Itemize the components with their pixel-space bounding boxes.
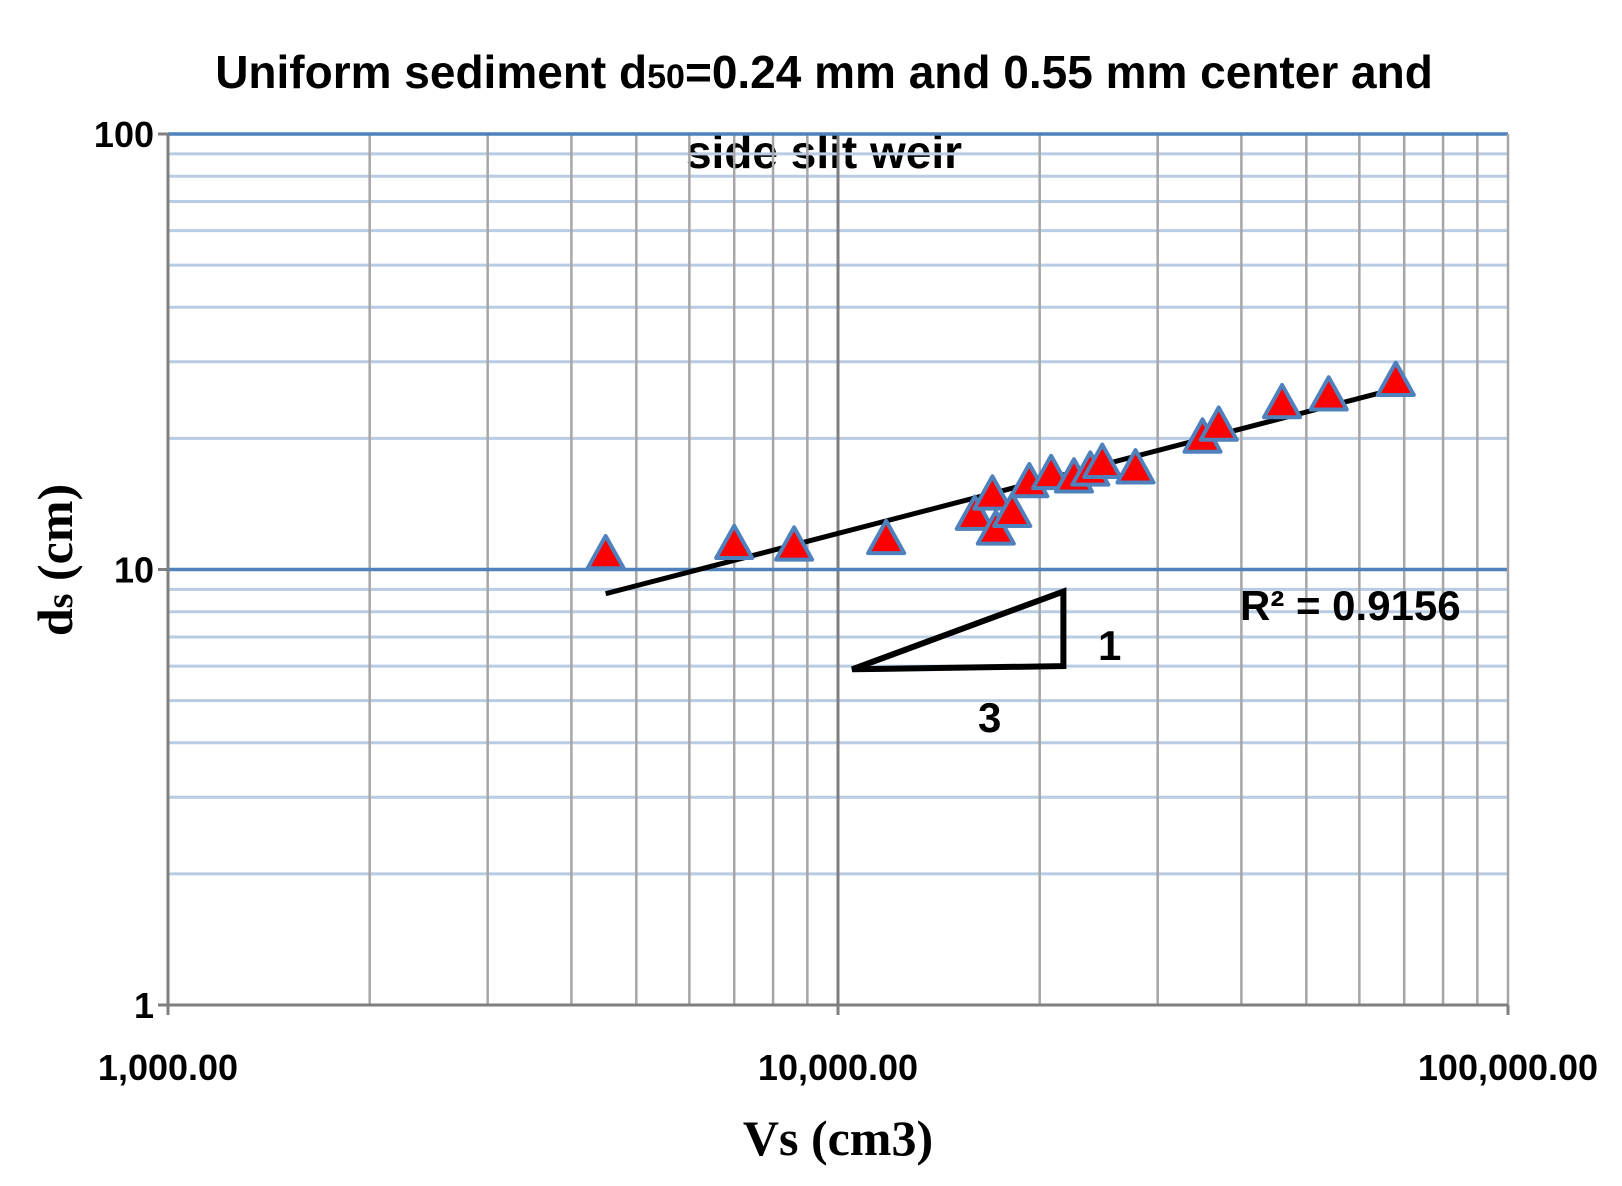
data-point-6	[972, 474, 1013, 511]
data-points	[585, 360, 1416, 571]
y-tick-label-1: 1	[134, 985, 154, 1026]
chart-title-line1-post: =0.24 mm and 0.55 mm center and	[685, 46, 1433, 98]
chart-title-line1-sub: 50	[647, 58, 685, 96]
x-axis-title: Vs (cm3)	[743, 1110, 933, 1166]
data-point-14	[1115, 448, 1156, 485]
y-tick-label-10: 10	[114, 550, 154, 591]
data-point-19	[1375, 360, 1416, 397]
y-tick-label-100: 100	[94, 114, 154, 155]
slope-triangle-shape	[851, 587, 1067, 673]
slope-triangle	[851, 587, 1067, 673]
y-axis-title-sub: s	[39, 594, 81, 609]
data-point-17	[1261, 382, 1303, 420]
data-point-1	[585, 533, 626, 571]
data-point-3	[774, 525, 815, 562]
grid	[168, 132, 1510, 1005]
y-axis-title: ds (cm)	[27, 484, 83, 636]
slope-rise-label: 1	[1098, 622, 1121, 669]
data-point-5	[954, 494, 995, 531]
data-point-2	[714, 523, 755, 561]
data-point-16	[1198, 405, 1239, 442]
chart-title-line1: Uniform sediment d50=0.24 mm and 0.55 mm…	[215, 46, 1433, 98]
y-axis-title-rest: (cm)	[27, 484, 83, 594]
data-point-4	[866, 518, 907, 556]
data-point-8	[992, 491, 1033, 529]
y-axis-title-main: d	[27, 608, 83, 636]
chart-title-line1-pre: Uniform sediment d	[215, 46, 647, 98]
x-tick-label-10000: 10,000.00	[758, 1047, 918, 1088]
x-tick-label-1000: 1,000.00	[98, 1047, 238, 1088]
data-point-18	[1308, 375, 1349, 412]
slope-run-label: 3	[978, 694, 1001, 741]
data-point-13	[1082, 442, 1123, 479]
x-tick-label-100000: 100,000.00	[1418, 1047, 1598, 1088]
r-squared-label: R² = 0.9156	[1240, 582, 1461, 629]
axes	[158, 132, 1510, 1015]
